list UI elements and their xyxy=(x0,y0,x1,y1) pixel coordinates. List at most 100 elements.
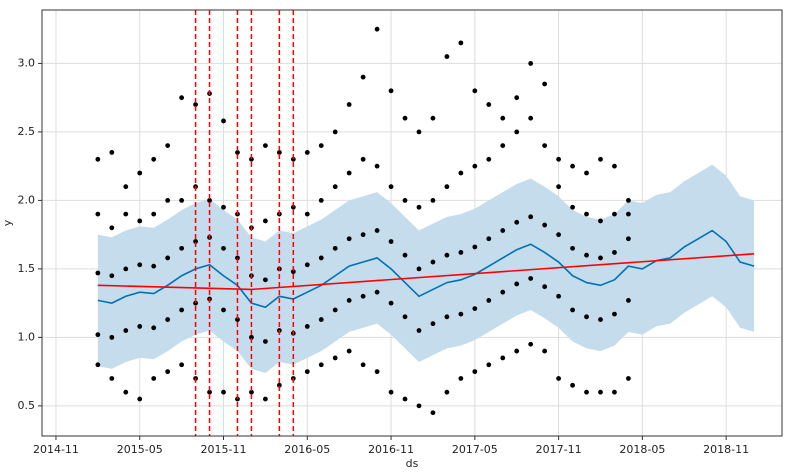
observed-point xyxy=(137,218,143,224)
observed-point xyxy=(109,150,115,155)
observed-point xyxy=(249,156,254,162)
observed-point xyxy=(290,269,296,275)
observed-point xyxy=(388,389,394,395)
observed-point xyxy=(221,118,226,124)
observed-point xyxy=(137,170,143,176)
observed-point xyxy=(486,102,492,107)
observed-point xyxy=(486,156,492,162)
y-tick-label: 1.0 xyxy=(18,330,36,343)
observed-point xyxy=(528,61,534,66)
observed-point xyxy=(346,236,352,242)
observed-point xyxy=(151,156,157,162)
observed-point xyxy=(360,74,366,80)
observed-point xyxy=(598,156,603,162)
observed-point xyxy=(109,334,115,340)
observed-point xyxy=(290,156,296,162)
observed-point xyxy=(416,328,422,333)
observed-point xyxy=(332,355,338,361)
observed-point xyxy=(221,204,226,210)
observed-point xyxy=(249,334,254,340)
observed-point xyxy=(402,197,408,203)
observed-point xyxy=(360,232,366,238)
observed-point xyxy=(584,170,589,176)
y-tick-label: 2.0 xyxy=(18,193,36,206)
observed-point xyxy=(444,54,450,59)
observed-point xyxy=(360,362,366,368)
observed-point xyxy=(388,88,394,94)
observed-point xyxy=(151,325,157,331)
observed-point xyxy=(249,389,254,395)
observed-point xyxy=(430,321,436,327)
observed-point xyxy=(346,102,352,107)
y-tick-label: 0.5 xyxy=(18,399,36,412)
observed-point xyxy=(165,369,171,375)
observed-point xyxy=(472,369,478,375)
observed-point xyxy=(612,163,617,169)
observed-point xyxy=(109,225,115,231)
observed-point xyxy=(542,348,548,354)
observed-point xyxy=(598,317,603,322)
observed-point xyxy=(123,389,129,395)
observed-point xyxy=(430,259,436,265)
observed-point xyxy=(430,115,436,121)
observed-point xyxy=(346,170,352,176)
observed-point xyxy=(109,273,115,279)
observed-point xyxy=(193,102,198,107)
x-tick-label: 2015-11 xyxy=(201,443,247,456)
observed-point xyxy=(262,143,268,149)
observed-point xyxy=(374,228,380,233)
observed-point xyxy=(151,211,157,217)
observed-point xyxy=(500,115,506,121)
observed-point xyxy=(570,307,575,313)
observed-point xyxy=(235,317,240,322)
observed-point xyxy=(123,328,129,333)
observed-point xyxy=(304,211,310,217)
observed-point xyxy=(556,156,562,162)
observed-point xyxy=(290,204,296,210)
observed-point xyxy=(542,81,548,87)
observed-point xyxy=(123,266,129,272)
observed-point xyxy=(179,95,185,101)
observed-point xyxy=(360,156,366,162)
observed-point xyxy=(318,317,324,322)
observed-point xyxy=(514,281,520,287)
observed-point xyxy=(165,143,171,149)
x-axis-label: ds xyxy=(406,457,419,470)
observed-point xyxy=(416,266,422,272)
observed-point xyxy=(318,143,324,149)
observed-point xyxy=(388,239,394,244)
observed-point xyxy=(570,382,575,388)
observed-point xyxy=(179,245,185,251)
observed-point xyxy=(95,362,101,368)
y-tick-label: 3.0 xyxy=(18,56,36,69)
observed-point xyxy=(235,150,240,155)
forecast-line xyxy=(97,229,755,309)
observed-point xyxy=(430,410,436,416)
observed-point xyxy=(612,250,617,255)
observed-point xyxy=(95,156,101,162)
observed-point xyxy=(109,376,115,381)
x-tick-label: 2016-05 xyxy=(284,443,330,456)
observed-point xyxy=(500,143,506,149)
observed-point xyxy=(304,150,310,155)
observed-point xyxy=(626,297,631,303)
observed-point xyxy=(514,348,520,354)
observed-point xyxy=(486,236,492,242)
observed-point xyxy=(179,307,185,313)
observed-point xyxy=(165,317,171,322)
observed-point xyxy=(584,389,589,395)
observed-point xyxy=(402,252,408,258)
x-tick-label: 2017-05 xyxy=(452,443,498,456)
observed-point xyxy=(262,277,268,283)
observed-point xyxy=(388,184,394,190)
observed-point xyxy=(332,184,338,190)
observed-point xyxy=(612,311,617,317)
observed-point xyxy=(528,341,534,347)
observed-point xyxy=(584,252,589,258)
observed-point xyxy=(598,255,603,261)
observed-point xyxy=(207,197,212,203)
observed-point xyxy=(444,389,450,395)
observed-point xyxy=(165,197,171,203)
observed-point xyxy=(430,197,436,203)
observed-point xyxy=(137,324,143,329)
